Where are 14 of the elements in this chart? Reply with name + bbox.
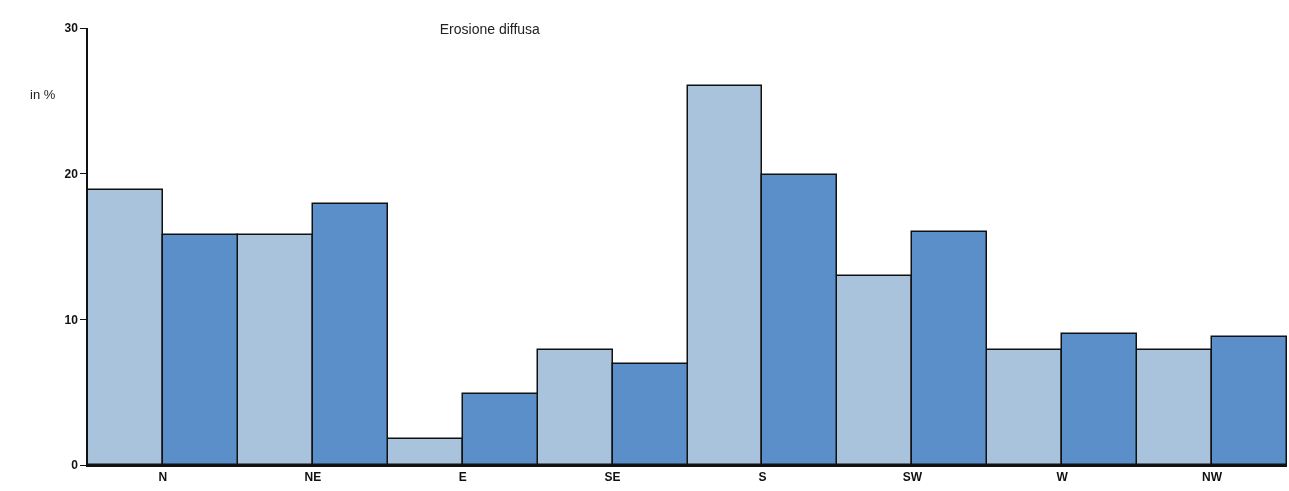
x-tick-label: E — [458, 470, 467, 485]
x-tick-label: SW — [902, 470, 923, 485]
y-tick-label: 0 — [71, 458, 79, 473]
x-tick-label: NW — [1202, 470, 1223, 485]
chart-title: Erosione diffusa — [439, 21, 541, 38]
y-tick-label: 10 — [64, 312, 79, 327]
y-tick-label: 20 — [64, 166, 79, 181]
y-axis-title: in % — [30, 87, 56, 102]
x-tick-label: SE — [604, 470, 621, 485]
y-tick-label: 30 — [64, 21, 79, 36]
x-tick-label: NE — [304, 470, 322, 485]
x-tick-label: W — [1056, 470, 1069, 485]
x-tick-label: N — [158, 470, 168, 485]
x-tick-label: S — [758, 470, 767, 485]
